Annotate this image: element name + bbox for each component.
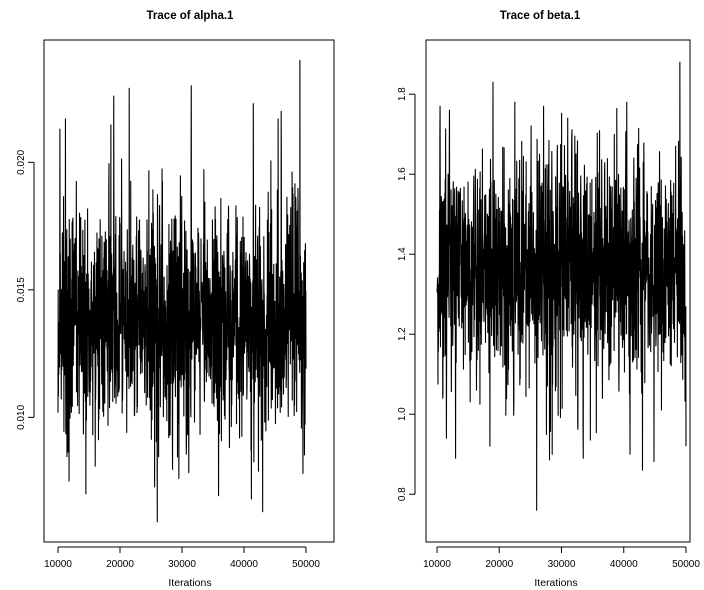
beta-y-tick-label: 1.0 — [397, 407, 408, 421]
beta-y-tick-label: 1.4 — [397, 247, 408, 261]
beta-x-tick-label: 50000 — [672, 559, 700, 570]
alpha-x-tick-label: 20000 — [106, 559, 134, 570]
alpha-x-tick-label: 40000 — [230, 559, 258, 570]
beta-x-axis: 10000 20000 30000 40000 50000 — [423, 546, 700, 570]
beta-y-tick-label: 1.2 — [397, 327, 408, 341]
alpha-x-axis: 10000 20000 30000 40000 50000 — [44, 546, 320, 570]
beta-x-tick-label: 30000 — [548, 559, 576, 570]
alpha-trace-panel: Trace of alpha.1 10000 20000 30000 40000 500… — [16, 10, 335, 589]
alpha-x-axis-title: Iterations — [168, 577, 211, 589]
beta-plot-frame — [425, 39, 691, 543]
alpha-x-tick-label: 10000 — [44, 559, 72, 570]
alpha-y-tick-label: 0.010 — [16, 404, 27, 429]
alpha-y-tick-label: 0.020 — [16, 149, 27, 174]
alpha-trace-title: Trace of alpha.1 — [147, 10, 235, 22]
beta-y-axis: 0.8 1.0 1.2 1.4 1.6 1.8 — [397, 87, 416, 501]
beta-x-tick-label: 20000 — [485, 559, 513, 570]
beta-trace-line — [436, 61, 687, 511]
beta-y-tick-label: 1.6 — [397, 167, 408, 181]
alpha-y-tick-label: 0.015 — [16, 277, 27, 302]
beta-trace-series — [436, 61, 687, 511]
alpha-y-axis: 0.010 0.015 0.020 — [16, 149, 35, 430]
alpha-trace-series — [57, 59, 307, 523]
beta-trace-panel: Trace of beta.1 10000 20000 30000 40000 5000… — [397, 10, 700, 589]
beta-x-axis-title: Iterations — [534, 577, 577, 589]
beta-y-tick-label: 0.8 — [397, 487, 408, 501]
alpha-trace-line — [57, 59, 307, 523]
alpha-x-tick-label: 50000 — [292, 559, 320, 570]
beta-y-tick-label: 1.8 — [397, 87, 408, 101]
beta-trace-title: Trace of beta.1 — [500, 10, 581, 22]
alpha-x-tick-label: 30000 — [168, 559, 196, 570]
beta-x-tick-label: 40000 — [610, 559, 638, 570]
alpha-plot-frame — [43, 39, 335, 543]
beta-x-tick-label: 10000 — [423, 559, 451, 570]
